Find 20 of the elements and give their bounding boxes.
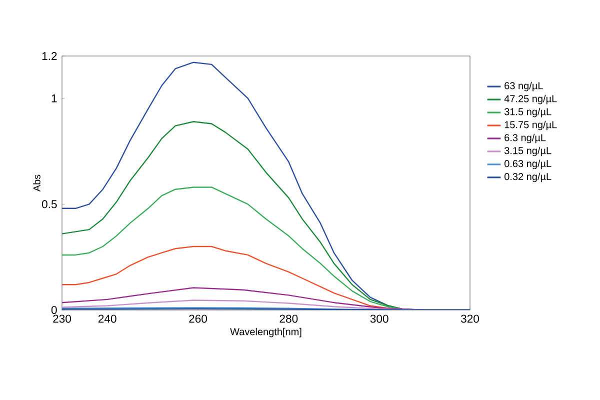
x-tick-label: 280 <box>280 314 298 323</box>
x-tick-label: 260 <box>189 314 208 323</box>
y-tick-label: 1.2 <box>42 52 57 60</box>
legend-label: 63 ng/µL <box>504 82 543 92</box>
x-tick-label: 240 <box>98 314 116 323</box>
legend-label: 6.3 ng/µL <box>504 134 546 144</box>
x-axis-title: Wavelength[nm] <box>230 328 302 338</box>
legend-label: 15.75 ng/µL <box>504 120 557 130</box>
y-tick-label: 1 <box>52 94 57 102</box>
y-axis-title: Abs <box>33 174 40 192</box>
legend-label: 0.32 ng/µL <box>504 172 552 182</box>
legend-label: 0.63 ng/µL <box>504 160 552 170</box>
legend-label: 31.5 ng/µL <box>504 108 552 118</box>
legend-label: 47.25 ng/µL <box>504 94 557 104</box>
y-tick-label: 0.5 <box>42 200 57 208</box>
x-tick-label: 320 <box>460 314 479 323</box>
y-tick-label: 0 <box>51 306 57 314</box>
x-tick-label: 230 <box>53 314 71 323</box>
x-tick-label: 300 <box>370 314 388 323</box>
legend-label: 3.15 ng/µL <box>504 146 552 156</box>
